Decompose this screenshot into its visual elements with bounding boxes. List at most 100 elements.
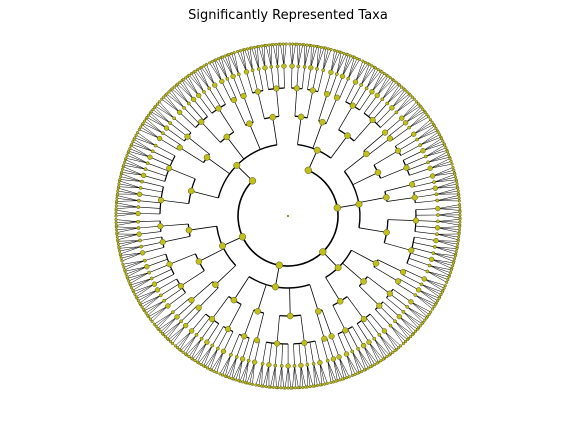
species-edge	[139, 129, 160, 139]
family-node	[382, 129, 389, 136]
species-node	[415, 100, 419, 104]
phylum-edge	[274, 265, 280, 287]
species-node	[215, 370, 219, 375]
species-edge	[289, 43, 293, 67]
species-edge	[240, 50, 247, 72]
genus-edge	[376, 107, 393, 124]
species-edge	[214, 60, 223, 82]
species-node	[447, 275, 451, 279]
species-edge	[247, 48, 253, 71]
species-node	[319, 45, 323, 49]
species-node	[119, 175, 123, 179]
species-edge	[399, 316, 416, 332]
species-edge	[116, 221, 139, 223]
species-edge	[255, 363, 263, 386]
genus-node	[176, 109, 183, 115]
genus-node	[415, 287, 422, 293]
genus-edge	[350, 84, 362, 105]
species-node	[196, 68, 200, 72]
family-node	[395, 278, 402, 285]
genus-node	[411, 131, 417, 137]
genus-node	[399, 115, 405, 121]
species-edge	[121, 252, 143, 259]
order-edge	[226, 136, 245, 160]
order-edge	[198, 248, 225, 262]
species-node	[223, 374, 227, 378]
genus-edge	[196, 317, 211, 336]
genus-node	[279, 364, 284, 368]
species-edge	[410, 301, 431, 313]
species-node	[438, 133, 442, 137]
species-node	[456, 242, 460, 246]
species-node	[133, 292, 137, 296]
genus-node	[139, 250, 146, 256]
genus-edge	[411, 247, 434, 254]
species-edge	[418, 289, 438, 301]
species-edge	[252, 362, 255, 385]
genus-node	[343, 351, 350, 357]
genus-edge	[399, 278, 419, 291]
species-node	[401, 342, 405, 346]
species-node	[138, 301, 142, 305]
species-edge	[366, 69, 379, 89]
genus-edge	[140, 187, 163, 193]
species-edge	[379, 334, 396, 351]
species-edge	[124, 260, 145, 271]
species-edge	[150, 112, 167, 129]
species-node	[296, 386, 300, 390]
species-node	[441, 139, 445, 143]
genus-edge	[206, 323, 220, 343]
genus-edge	[384, 117, 402, 133]
species-node	[420, 322, 424, 326]
genus-edge	[405, 156, 426, 166]
genus-edge	[277, 66, 280, 89]
species-edge	[294, 365, 299, 388]
species-edge	[390, 325, 406, 342]
species-node	[223, 54, 227, 58]
species-node	[167, 90, 171, 94]
species-node	[220, 55, 224, 59]
species-edge	[133, 283, 155, 292]
genus-node	[135, 210, 141, 217]
species-edge	[368, 342, 384, 360]
species-edge	[179, 82, 194, 100]
genus-edge	[410, 252, 432, 260]
genus-edge	[314, 341, 321, 363]
species-node	[394, 80, 398, 84]
genus-edge	[138, 200, 161, 204]
genus-edge	[138, 225, 161, 229]
species-node	[293, 386, 298, 390]
species-node	[289, 386, 293, 390]
species-edge	[198, 345, 213, 364]
genus-edge	[275, 343, 278, 366]
species-edge	[187, 75, 199, 96]
species-edge	[431, 259, 452, 269]
genus-edge	[281, 343, 283, 366]
species-edge	[116, 227, 139, 233]
species-node	[440, 136, 444, 141]
species-edge	[391, 93, 410, 108]
genus-edge	[400, 144, 421, 156]
species-node	[114, 211, 118, 215]
genus-edge	[221, 81, 232, 102]
species-edge	[437, 221, 460, 223]
genus-edge	[248, 339, 255, 361]
species-node	[425, 113, 429, 117]
species-edge	[242, 49, 247, 72]
species-node	[120, 259, 124, 263]
species-node	[329, 381, 333, 385]
species-node	[118, 252, 122, 256]
species-edge	[405, 111, 425, 124]
species-node	[123, 268, 127, 272]
species-node	[374, 66, 378, 70]
genus-node	[136, 205, 141, 209]
genus-edge	[188, 103, 204, 121]
species-edge	[116, 221, 139, 226]
genus-node	[239, 356, 246, 362]
species-edge	[437, 226, 460, 229]
family-edge	[160, 199, 189, 204]
species-node	[243, 48, 247, 52]
genus-node	[317, 359, 323, 366]
order-node	[383, 229, 390, 236]
family-edge	[191, 281, 213, 301]
